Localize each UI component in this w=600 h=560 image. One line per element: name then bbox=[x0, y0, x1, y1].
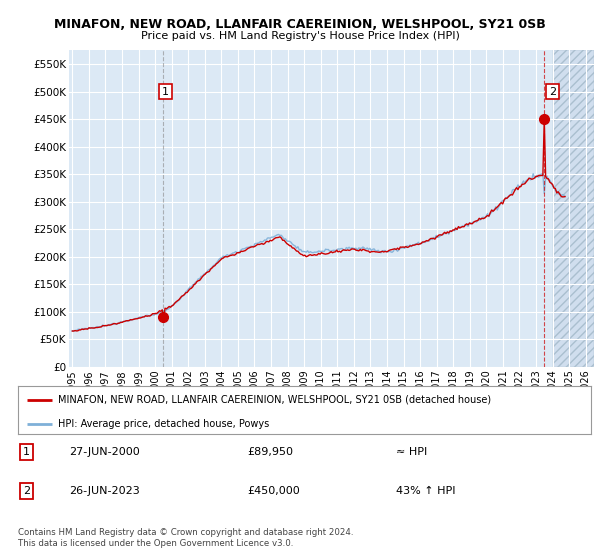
Text: £450,000: £450,000 bbox=[247, 486, 300, 496]
Text: 2: 2 bbox=[23, 486, 30, 496]
Text: MINAFON, NEW ROAD, LLANFAIR CAEREINION, WELSHPOOL, SY21 0SB (detached house): MINAFON, NEW ROAD, LLANFAIR CAEREINION, … bbox=[58, 395, 491, 405]
Text: MINAFON, NEW ROAD, LLANFAIR CAEREINION, WELSHPOOL, SY21 0SB: MINAFON, NEW ROAD, LLANFAIR CAEREINION, … bbox=[54, 18, 546, 31]
Text: £89,950: £89,950 bbox=[247, 447, 293, 457]
Text: Price paid vs. HM Land Registry's House Price Index (HPI): Price paid vs. HM Land Registry's House … bbox=[140, 31, 460, 41]
Text: This data is licensed under the Open Government Licence v3.0.: This data is licensed under the Open Gov… bbox=[18, 539, 293, 548]
Text: 1: 1 bbox=[162, 87, 169, 97]
Text: 2: 2 bbox=[549, 87, 556, 97]
Text: Contains HM Land Registry data © Crown copyright and database right 2024.: Contains HM Land Registry data © Crown c… bbox=[18, 528, 353, 536]
Text: 43% ↑ HPI: 43% ↑ HPI bbox=[396, 486, 455, 496]
Text: HPI: Average price, detached house, Powys: HPI: Average price, detached house, Powy… bbox=[58, 418, 269, 428]
Text: 26-JUN-2023: 26-JUN-2023 bbox=[70, 486, 140, 496]
Text: 27-JUN-2000: 27-JUN-2000 bbox=[70, 447, 140, 457]
Text: 1: 1 bbox=[23, 447, 30, 457]
Text: ≈ HPI: ≈ HPI bbox=[396, 447, 427, 457]
